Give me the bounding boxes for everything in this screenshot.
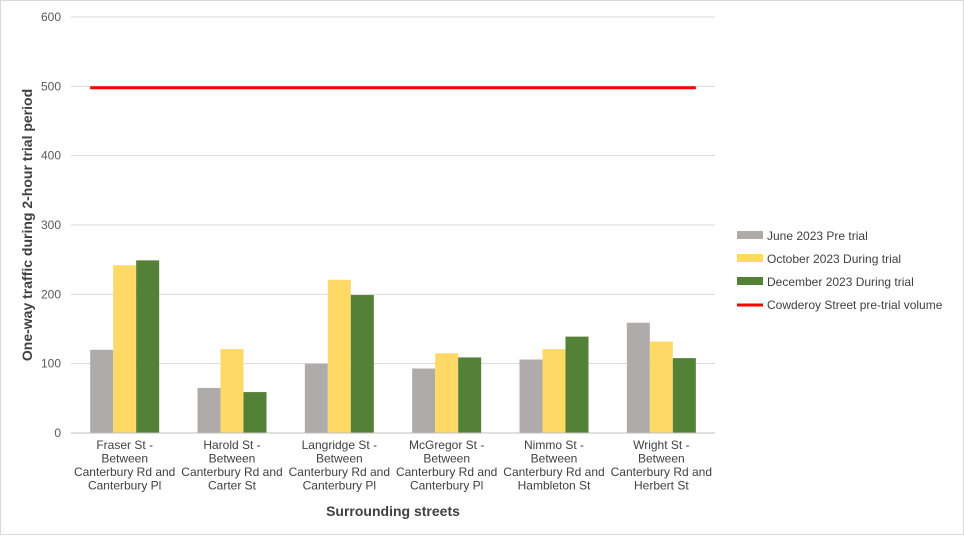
x-tick-label: Canterbury Pl: [410, 479, 483, 493]
y-tick-label: 500: [41, 79, 61, 93]
bar: [435, 353, 459, 433]
bar: [243, 392, 267, 433]
x-tick-label: Canterbury Rd and: [503, 465, 604, 479]
x-tick-label: Between: [638, 452, 685, 466]
x-tick-label: Nimmo St -: [524, 438, 584, 452]
bar: [412, 368, 436, 433]
bar: [220, 349, 244, 433]
y-tick-label: 0: [54, 426, 61, 440]
x-tick-label: Canterbury Pl: [88, 479, 161, 493]
bars: [90, 260, 696, 433]
x-tick-label: Carter St: [208, 479, 257, 493]
x-tick-label: Canterbury Pl: [303, 479, 376, 493]
bar: [519, 359, 543, 433]
bar: [565, 336, 589, 433]
x-tick-label: Wright St -: [633, 438, 689, 452]
legend-swatch: [737, 277, 763, 285]
bar: [197, 387, 221, 433]
bar: [626, 322, 650, 433]
x-tick-label: Canterbury Rd and: [396, 465, 497, 479]
x-tick-label: Canterbury Rd and: [74, 465, 175, 479]
x-tick-label: Canterbury Rd and: [611, 465, 712, 479]
bar: [90, 349, 114, 433]
y-tick-label: 400: [41, 149, 61, 163]
gridlines: [71, 16, 715, 365]
x-tick-label: Canterbury Rd and: [289, 465, 390, 479]
x-axis-title: Surrounding streets: [326, 503, 460, 519]
y-tick-label: 600: [41, 10, 61, 24]
y-tick-label: 200: [41, 287, 61, 301]
bar: [542, 349, 566, 433]
legend-label: June 2023 Pre trial: [767, 229, 868, 243]
legend-swatch: [737, 231, 763, 239]
legend-swatch: [737, 254, 763, 262]
bar: [458, 357, 482, 433]
legend: June 2023 Pre trial October 2023 During t…: [737, 229, 943, 312]
x-tick-label: Harold St -: [203, 438, 260, 452]
x-tick-label: Hambleton St: [518, 479, 591, 493]
legend-label: December 2023 During trial: [767, 275, 914, 289]
bar: [350, 295, 374, 433]
x-tick-label: Between: [316, 452, 363, 466]
bar: [649, 341, 673, 433]
x-tick-label: Herbert St: [634, 479, 689, 493]
x-tick-label: Canterbury Rd and: [181, 465, 282, 479]
y-tick-label: 100: [41, 357, 61, 371]
x-tick-label: Fraser St -: [96, 438, 153, 452]
bar: [672, 358, 696, 433]
x-tick-label: Between: [101, 452, 148, 466]
x-tick-label: Between: [209, 452, 256, 466]
bar: [136, 260, 160, 433]
bar: [327, 279, 351, 433]
y-axis-title: One-way traffic during 2-hour trial peri…: [19, 89, 35, 361]
x-tick-label: Langridge St -: [302, 438, 377, 452]
x-tick-label: Between: [423, 452, 470, 466]
legend-label: Cowderoy Street pre-trial volume: [767, 298, 943, 312]
bar: [113, 265, 137, 433]
y-tick-label: 300: [41, 218, 61, 232]
bar: [304, 363, 328, 433]
x-tick-label: Between: [531, 452, 578, 466]
y-axis-ticks: 0 100 200 300 400 500 600: [41, 10, 61, 440]
x-tick-label: McGregor St -: [409, 438, 484, 452]
legend-label: October 2023 During trial: [767, 252, 901, 266]
